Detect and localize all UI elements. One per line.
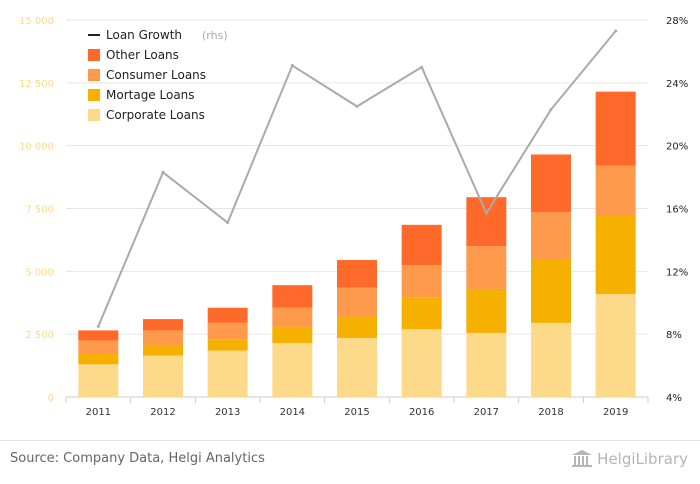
x-axis-tick-label: 2014 (280, 407, 305, 418)
legend-swatch (88, 69, 100, 81)
loan-growth-point (484, 211, 488, 215)
bar-consumer-loans (207, 322, 248, 340)
x-axis-tick-label: 2018 (538, 407, 563, 418)
bar-mortage-loans (595, 216, 636, 294)
right-axis-tick-label: 8% (666, 330, 682, 341)
bar-mortage-loans (272, 326, 313, 343)
bar-other-loans (143, 319, 183, 331)
bar-other-loans (466, 197, 507, 247)
loan-growth-point (614, 29, 618, 33)
bar-mortage-loans (207, 339, 248, 351)
left-axis-tick-label: 5 000 (25, 267, 54, 278)
legend-label: Other Loans (106, 48, 179, 62)
bar-corporate-loans (531, 322, 571, 397)
x-axis-tick-label: 2011 (86, 407, 111, 418)
bar-corporate-loans (272, 342, 313, 397)
x-axis-tick-label: 2016 (409, 407, 434, 418)
bar-corporate-loans (207, 350, 248, 397)
bar-mortage-loans (78, 353, 119, 365)
loan-growth-point (96, 324, 100, 328)
bar-other-loans (337, 260, 377, 288)
bar-mortage-loans (401, 297, 442, 330)
bar-corporate-loans (401, 329, 442, 397)
left-axis-tick-label: 2 500 (25, 330, 54, 341)
legend-swatch (88, 109, 100, 121)
loan-growth-point (549, 108, 553, 112)
bar-consumer-loans (143, 330, 183, 346)
source-text: Source: Company Data, Helgi Analytics (10, 451, 265, 466)
bar-mortage-loans (531, 260, 571, 323)
bar-other-loans (531, 154, 571, 213)
bar-consumer-loans (466, 246, 507, 289)
right-axis-tick-label: 28% (666, 16, 688, 27)
legend-label: Mortage Loans (106, 88, 195, 102)
footer: Source: Company Data, Helgi Analytics He… (0, 440, 700, 484)
right-axis-tick-label: 20% (666, 142, 688, 153)
bar-corporate-loans (337, 337, 377, 397)
loan-growth-point (290, 64, 294, 68)
legend-label-suffix: (rhs) (202, 29, 228, 42)
legend-label: Consumer Loans (106, 68, 206, 82)
library-logo-icon (572, 450, 593, 467)
bar-other-loans (78, 330, 119, 341)
loan-growth-point (161, 170, 165, 174)
bar-other-loans (207, 307, 248, 323)
legend-label: Loan Growth (106, 28, 182, 42)
left-axis-tick-label: 10 000 (19, 142, 54, 153)
bar-other-loans (401, 224, 442, 266)
bar-other-loans (595, 91, 636, 166)
bar-consumer-loans (401, 265, 442, 298)
stacked-bar-chart: 0 2 500 5 000 7 500 10 000 12 500 15 000 4% 8% 12… (19, 16, 688, 418)
bar-mortage-loans (337, 316, 377, 338)
left-axis-tick-label: 15 000 (19, 16, 54, 27)
bar-corporate-loans (78, 364, 119, 397)
brand[interactable]: HelgiLibrary (571, 449, 688, 469)
x-axis-tick-label: 2013 (215, 407, 240, 418)
loan-growth-point (355, 104, 359, 108)
legend-swatch (88, 89, 100, 101)
legend-label: Corporate Loans (106, 108, 205, 122)
loan-growth-point (226, 221, 230, 225)
bar-mortage-loans (466, 288, 507, 333)
x-axis-tick-label: 2019 (603, 407, 628, 418)
bar-corporate-loans (595, 293, 636, 397)
chart-area: 0 2 500 5 000 7 500 10 000 12 500 15 000 4% 8% 12… (19, 16, 688, 418)
bar-corporate-loans (143, 355, 183, 397)
bar-consumer-loans (531, 212, 571, 261)
left-axis-tick-label: 0 (48, 393, 54, 404)
right-axis-tick-label: 24% (666, 79, 688, 90)
bar-consumer-loans (272, 307, 313, 327)
bar-mortage-loans (143, 345, 183, 356)
bar-corporate-loans (466, 332, 507, 397)
right-axis-tick-label: 12% (666, 267, 688, 278)
loan-growth-point (420, 65, 424, 69)
x-axis-tick-label: 2012 (150, 407, 175, 418)
bar-other-loans (272, 285, 313, 308)
left-axis-tick-label: 7 500 (25, 205, 54, 216)
x-axis-tick-label: 2015 (344, 407, 369, 418)
bar-consumer-loans (595, 165, 636, 217)
legend-swatch (88, 49, 100, 61)
bar-consumer-loans (78, 340, 119, 354)
right-axis-tick-label: 4% (666, 393, 682, 404)
right-axis-tick-label: 16% (666, 205, 688, 216)
bar-consumer-loans (337, 287, 377, 317)
left-axis-tick-label: 12 500 (19, 79, 54, 90)
brand-name: HelgiLibrary (597, 450, 688, 468)
x-axis-tick-label: 2017 (474, 407, 499, 418)
